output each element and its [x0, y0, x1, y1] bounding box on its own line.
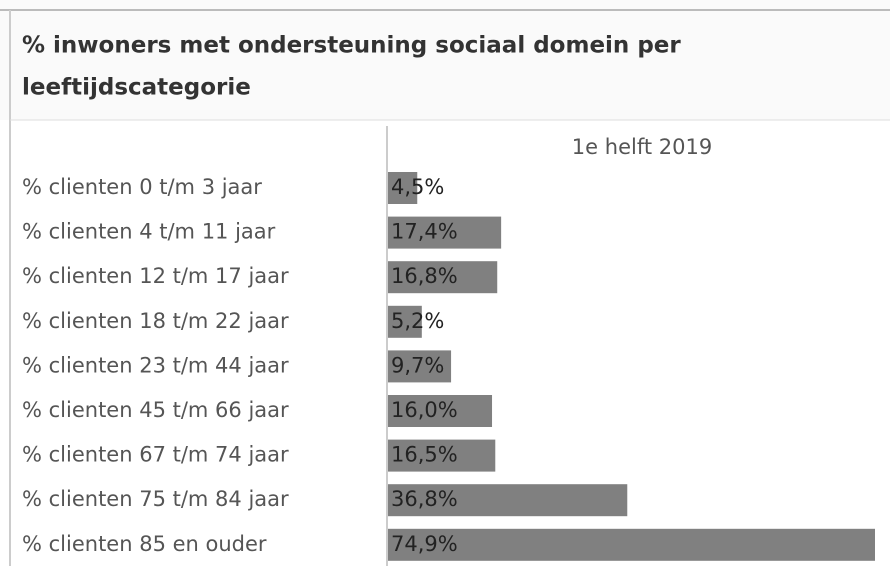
bar: [388, 216, 502, 249]
category-label: % clienten 12 t/m 17 jaar: [22, 264, 289, 288]
category-label: % clienten 18 t/m 22 jaar: [22, 309, 289, 333]
data-label: 16,5%: [391, 443, 458, 467]
category-label: % clienten 75 t/m 84 jaar: [22, 487, 289, 511]
data-label: 4,5%: [391, 175, 444, 199]
data-label: 16,8%: [391, 264, 458, 288]
column-header: 1e helft 2019: [572, 135, 712, 159]
title-band: [0, 0, 890, 120]
data-label: 9,7%: [391, 353, 444, 377]
category-label: % clienten 23 t/m 44 jaar: [22, 353, 289, 377]
chart-title-line2: leeftijdscategorie: [22, 75, 251, 101]
category-label: % clienten 85 en ouder: [22, 532, 267, 556]
data-label: 5,2%: [391, 309, 444, 333]
chart-title: % inwoners met ondersteuning sociaal dom…: [22, 33, 681, 59]
category-label: % clienten 45 t/m 66 jaar: [22, 398, 289, 422]
data-label: 36,8%: [391, 487, 458, 511]
category-label: % clienten 67 t/m 74 jaar: [22, 443, 289, 467]
bar: [388, 305, 422, 338]
category-label: % clienten 4 t/m 11 jaar: [22, 220, 276, 244]
data-label: 74,9%: [391, 532, 458, 556]
bar: [388, 172, 418, 204]
bar: [388, 439, 496, 472]
bar: [388, 261, 498, 294]
category-label: % clienten 0 t/m 3 jaar: [22, 175, 262, 199]
data-label: 16,0%: [391, 398, 458, 422]
bar: [388, 528, 875, 561]
bar: [388, 484, 628, 517]
data-label: 17,4%: [391, 220, 458, 244]
bar: [388, 350, 452, 383]
bar: [388, 395, 493, 427]
